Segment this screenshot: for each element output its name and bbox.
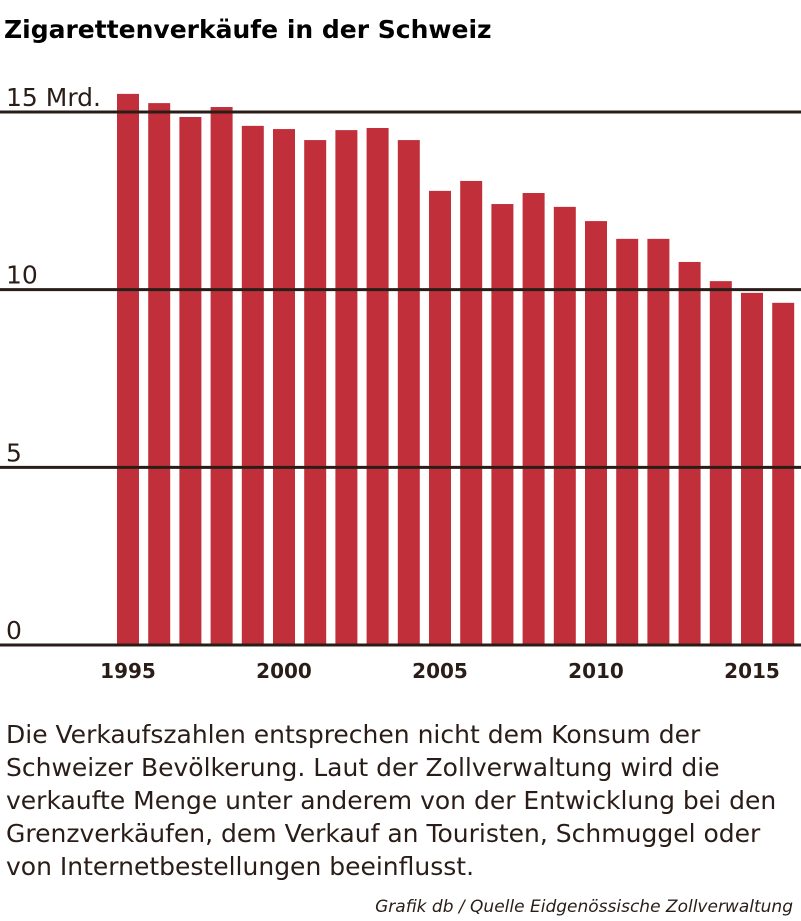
source: Grafik db / Quelle Eidgenössische Zollve… — [375, 897, 793, 917]
y-tick-label: 10 — [6, 261, 38, 290]
bar — [741, 292, 763, 645]
x-tick-label: 1995 — [100, 659, 156, 683]
bar — [241, 125, 264, 645]
bar — [647, 238, 670, 645]
bar — [585, 221, 607, 645]
x-tick-label: 2005 — [412, 659, 468, 683]
x-tick-label: 2000 — [256, 659, 312, 683]
bar — [429, 190, 451, 645]
bar — [366, 127, 389, 646]
bar — [273, 129, 295, 645]
chart: Zigarettenverkäufe in der Schweiz 1995 20… — [0, 15, 801, 683]
bar — [772, 302, 795, 645]
y-tick-label: 15 Mrd. — [6, 83, 101, 112]
y-tick-label: 0 — [6, 616, 22, 645]
x-tick-label: 2015 — [724, 659, 780, 683]
bar — [678, 261, 701, 645]
bar — [397, 140, 420, 645]
bar — [522, 193, 545, 646]
bar — [148, 103, 171, 645]
bar — [179, 116, 202, 645]
x-tick-label: 2010 — [568, 659, 624, 683]
bar — [335, 130, 358, 645]
bar — [491, 204, 514, 646]
y-tick-label: 5 — [6, 438, 22, 467]
chart-title: Zigarettenverkäufe in der Schweiz — [4, 15, 492, 44]
bar — [460, 180, 483, 645]
bar — [709, 281, 732, 645]
bar — [304, 140, 327, 645]
note: Die Verkaufszahlen entsprechen nicht dem… — [6, 720, 777, 881]
bar — [117, 93, 139, 646]
bar — [210, 107, 233, 645]
bar — [553, 206, 576, 645]
bar — [616, 238, 639, 645]
